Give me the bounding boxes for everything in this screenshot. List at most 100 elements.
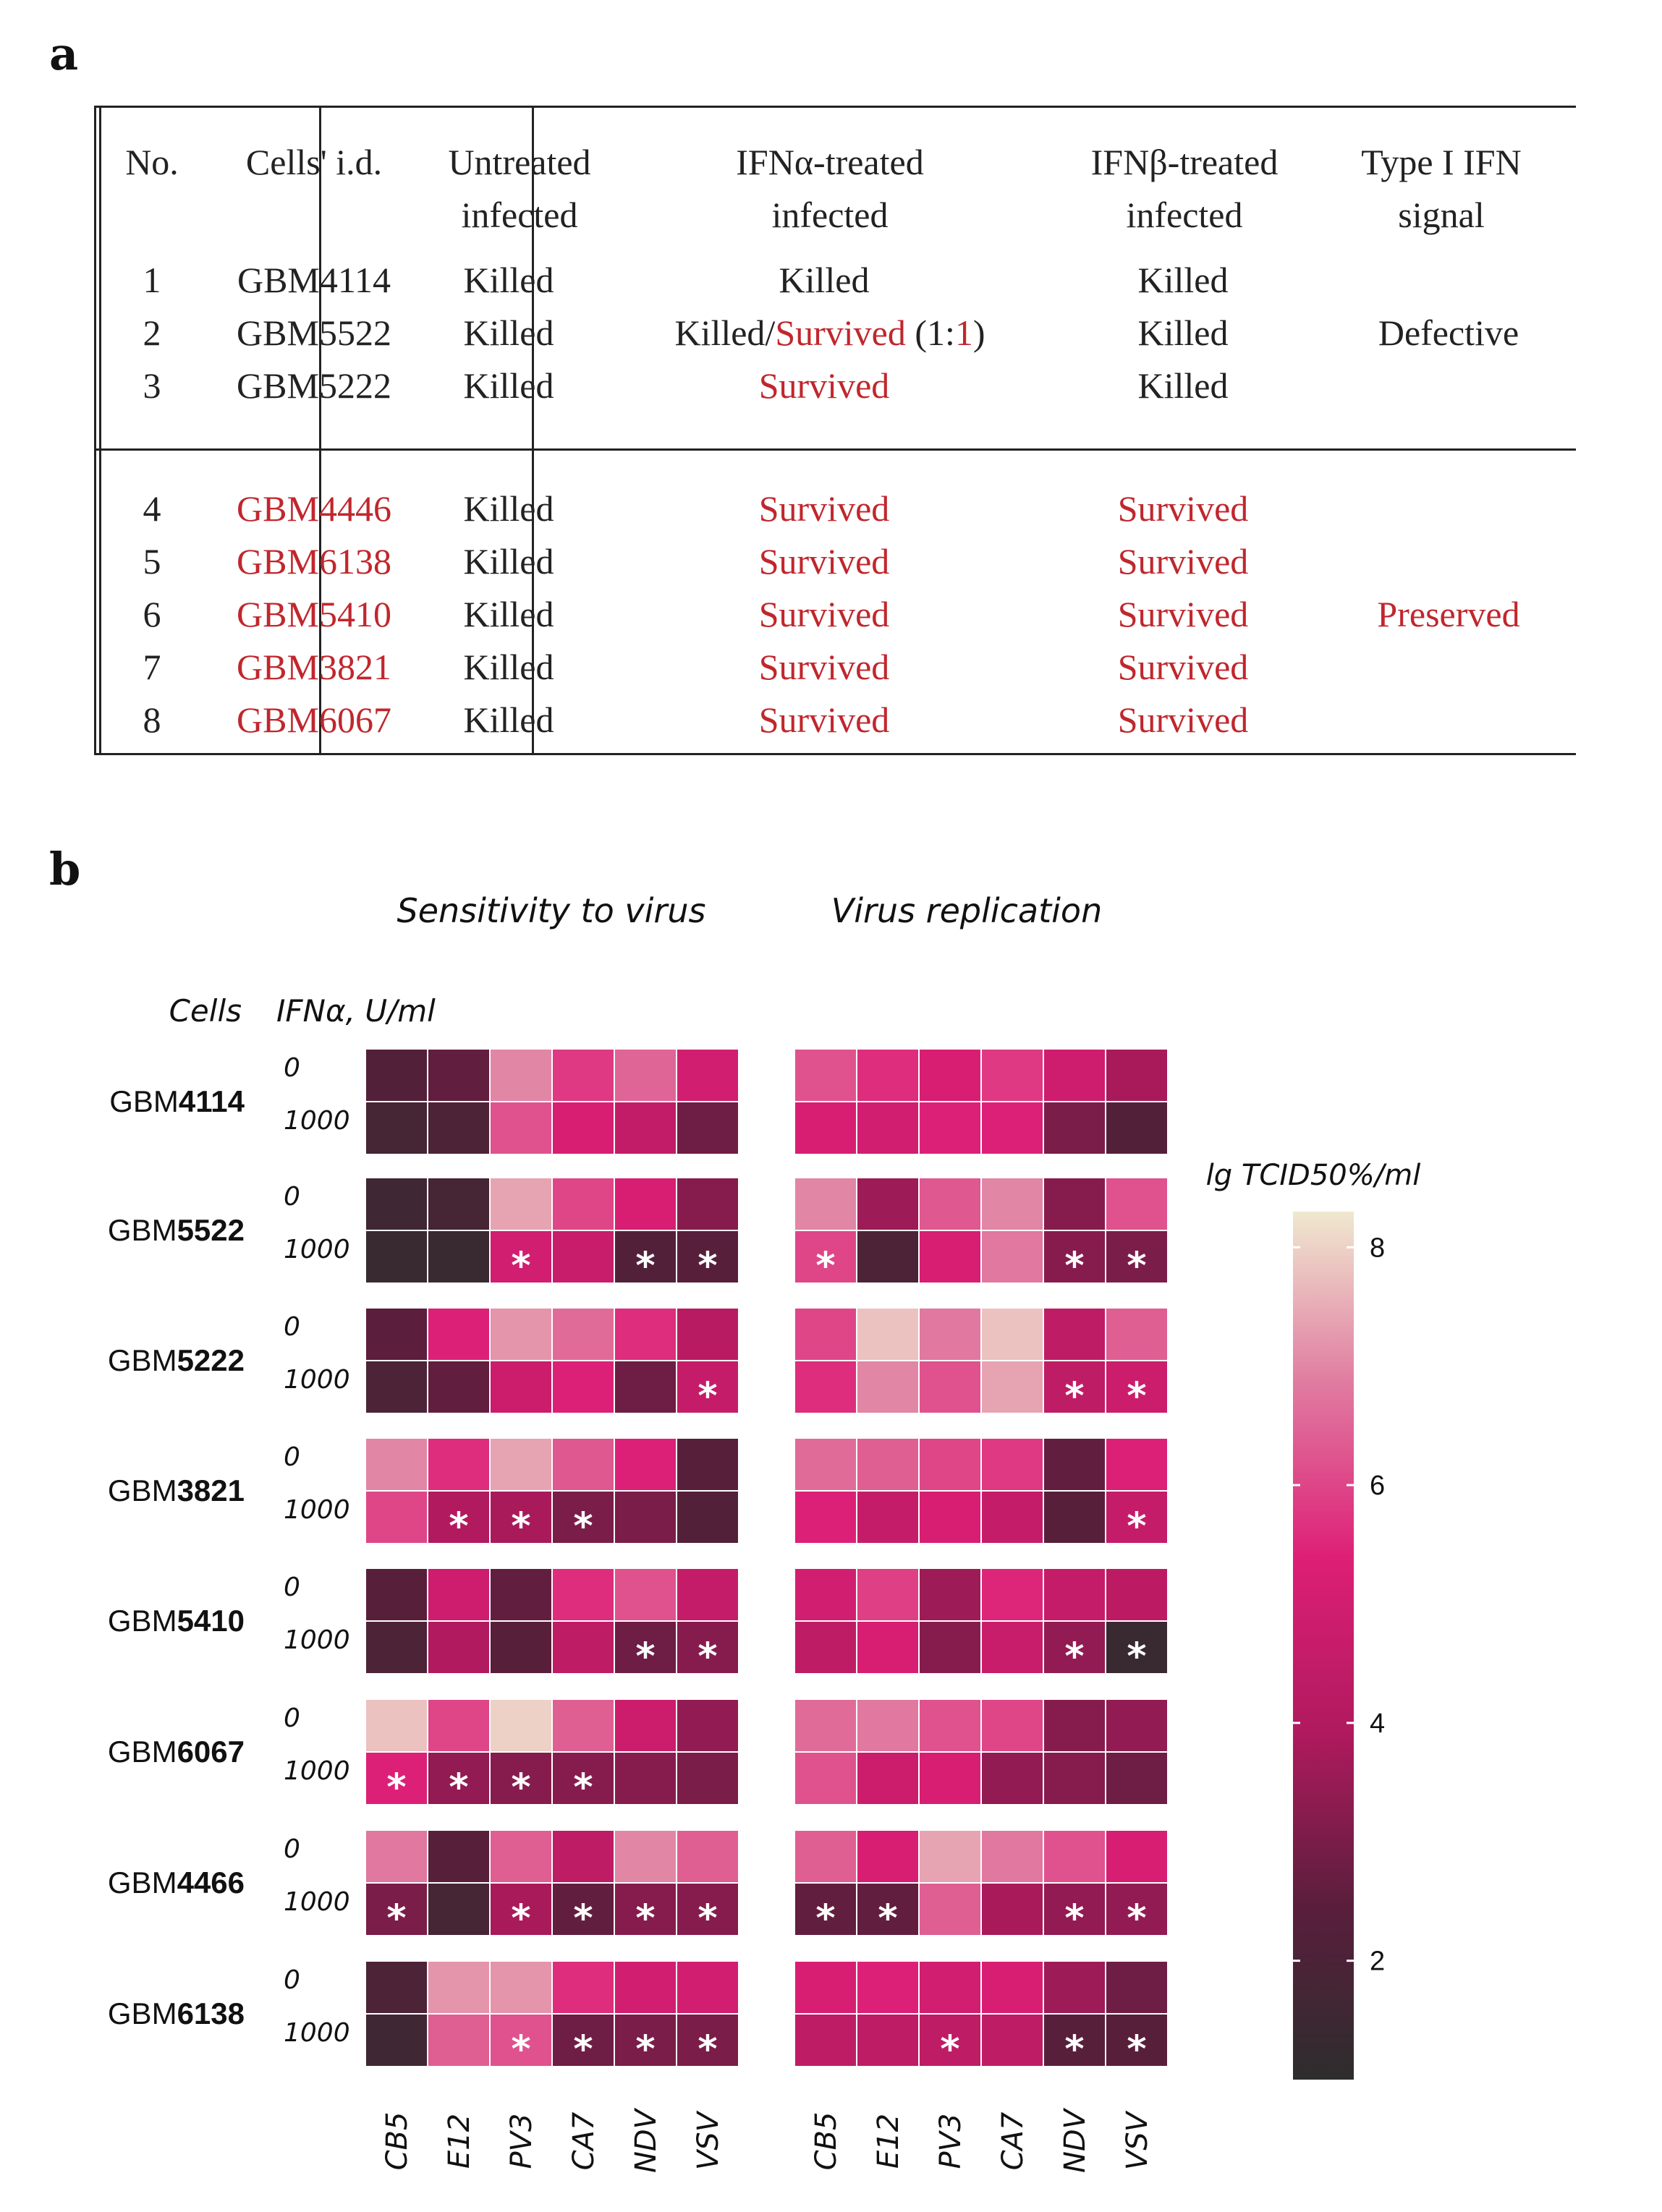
heatmap-tile-replication [1105,2013,1169,2067]
heatmap-tile-replication [1043,1101,1106,1155]
heatmap-tile-sensitivity [551,1829,615,1884]
heatmap-tile-sensitivity [614,1960,677,2015]
heatmap-tile-sensitivity [365,1437,428,1492]
heatmap-tile-replication [1105,1698,1169,1753]
heatmap-tile-sensitivity [676,1437,739,1492]
dose-label-1000: 1000 [284,1887,350,1917]
virus-label-cb5: CB5 [381,2112,414,2171]
heatmap-tile-replication [856,1101,920,1155]
table-cell-id: GBM3821 [237,647,391,687]
heatmap-tile-sensitivity [427,1620,491,1675]
heatmap-tile-sensitivity [365,1490,428,1544]
virus-label-pv3: PV3 [934,2114,967,2169]
heatmap-tile-replication [1043,1177,1106,1231]
table-cell-ifnb: Survived [1117,699,1249,740]
table-cell-untreated: Killed [463,541,554,582]
significance-star: * [449,1505,468,1549]
heatmap-title-sensitivity: Sensitivity to virus [397,891,706,930]
cell-line-prefix: GBM [108,1996,177,2030]
cell-line-prefix: GBM [109,1084,179,1118]
table-row-number: 1 [143,260,161,300]
heatmap-tile-replication [980,1751,1044,1805]
heatmap-tile-sensitivity [614,1698,677,1753]
heatmap-tile-replication [918,1490,982,1544]
significance-star: * [573,1505,593,1549]
heatmap-tile-sensitivity [551,1490,615,1544]
heatmap-tile-replication [794,1960,857,2015]
cell-line-prefix: GBM [108,1473,177,1507]
dose-label-0: 0 [284,1053,300,1083]
dose-label-1000: 1000 [284,1756,350,1786]
heatmap-tile-replication [856,1437,920,1492]
table-header-cell: infected [771,195,889,235]
significance-star: * [573,2028,593,2072]
heatmap-tile-sensitivity [551,1177,615,1231]
heatmap-tile-sensitivity [676,1307,739,1361]
heatmap-tile-replication [980,1567,1044,1622]
table-cell-ifna: Survived [758,488,890,529]
heatmap-tile-replication [1105,1177,1169,1231]
table-cell-ifnb: Survived [1117,594,1249,634]
significance-star: * [635,1635,655,1679]
heatmap-tile-sensitivity [676,1698,739,1753]
table-top-rule [94,106,1576,108]
heatmap-tile-replication [918,1307,982,1361]
heatmap-tile-replication [918,1620,982,1675]
table-cell-ifna: Survived [758,541,890,582]
significance-star: * [815,1897,835,1941]
heatmap-tile-sensitivity [676,1829,739,1884]
heatmap-tile-replication [1043,1307,1106,1361]
significance-star: * [1127,1635,1146,1679]
heatmap-tile-sensitivity [614,1177,677,1231]
table-cell-untreated: Killed [463,647,554,687]
heatmap-tile-sensitivity [489,1620,553,1675]
heatmap-tile-sensitivity [614,1048,677,1102]
heatmap-tile-replication [918,1048,982,1102]
heatmap-tile-replication [1105,1307,1169,1361]
heatmap-tile-replication [794,1567,857,1622]
heatmap-tile-sensitivity [551,1567,615,1622]
heatmap-tile-sensitivity [489,1360,553,1414]
table-cell-id: GBM6138 [237,541,391,582]
heatmap-tile-sensitivity [489,1490,553,1544]
heatmap-tile-replication [980,1230,1044,1284]
dose-label-0: 0 [284,1965,300,1995]
colorbar-title: lg TCID50%/ml [1206,1159,1421,1192]
heatmap-tile-sensitivity [427,1307,491,1361]
table-cell-id: GBM4114 [237,260,391,300]
heatmap-tile-replication [794,1829,857,1884]
cell-line-prefix: GBM [108,1735,177,1769]
heatmap-tile-sensitivity [676,1177,739,1231]
virus-label-ndv: NDV [1059,2107,1092,2173]
heatmap-tile-replication [856,1230,920,1284]
cell-line-label: GBM4114 [109,1084,245,1118]
heatmap-tile-sensitivity [676,1960,739,2015]
cell-line-number: 6067 [177,1735,245,1769]
heatmap-tile-replication [980,1882,1044,1936]
table-header-cell: signal [1398,195,1485,235]
cell-line-prefix: GBM [108,1213,177,1247]
significance-star: * [698,2028,717,2072]
heatmap-tile-replication [1043,1360,1106,1414]
heatmap-tile-sensitivity [614,1437,677,1492]
heatmap-tile-sensitivity [489,1101,553,1155]
table-cell-ifnb: Survived [1117,647,1249,687]
heatmap-tile-replication [794,1437,857,1492]
heatmap-tile-sensitivity [676,1751,739,1805]
table-bottom-rule [94,753,1576,755]
table-cell-ifnb: Killed [1137,365,1229,406]
dose-label-0: 0 [284,1573,300,1602]
heatmap-tile-replication [794,1490,857,1544]
panel-b-label: b [49,843,81,896]
cell-line-label: GBM6138 [108,1996,245,2030]
heatmap-tile-replication [856,1882,920,1936]
table-row-number: 3 [143,365,161,406]
heatmap-tile-sensitivity [614,1490,677,1544]
heatmap-tile-replication [1105,1101,1169,1155]
cell-line-prefix: GBM [108,1343,177,1377]
heatmap-tile-replication [1105,1882,1169,1936]
heatmap-tile-sensitivity [365,1101,428,1155]
heatmap-tile-sensitivity [551,1360,615,1414]
table-header-cell: Cells' i.d. [245,142,383,182]
heatmap-tile-sensitivity [427,1360,491,1414]
